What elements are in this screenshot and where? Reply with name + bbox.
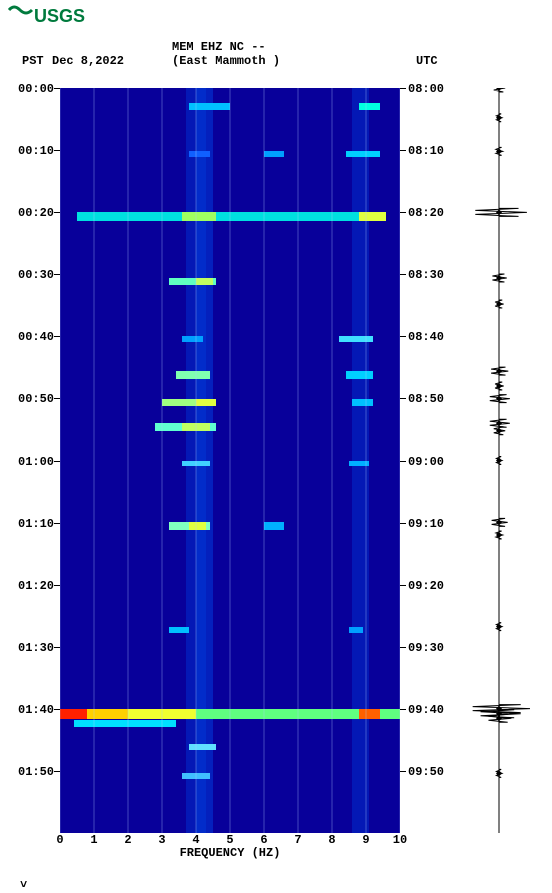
timezone-right-label: UTC xyxy=(416,54,438,68)
time-label-pst: 01:10 xyxy=(18,517,206,531)
usgs-logo: USGS xyxy=(8,4,88,26)
freq-tick-label: 7 xyxy=(294,833,301,847)
freq-tick-label: 0 xyxy=(56,833,63,847)
freq-tick-label: 10 xyxy=(393,833,407,847)
time-label-pst: 00:20 xyxy=(18,206,206,220)
freq-tick-label: 3 xyxy=(158,833,165,847)
freq-tick-label: 5 xyxy=(226,833,233,847)
time-label-pst: 01:50 xyxy=(18,765,206,779)
freq-tick-label: 8 xyxy=(328,833,335,847)
freq-tick-label: 9 xyxy=(362,833,369,847)
time-label-pst: 00:10 xyxy=(18,144,206,158)
time-label-pst: 00:30 xyxy=(18,268,206,282)
date-label: Dec 8,2022 xyxy=(52,54,124,68)
time-label-pst: 00:50 xyxy=(18,392,206,406)
station-name-label: (East Mammoth ) xyxy=(172,54,280,68)
time-label-pst: 01:40 xyxy=(18,703,206,717)
time-label-utc: 08:40 xyxy=(408,330,444,344)
time-label-utc: 09:00 xyxy=(408,455,444,469)
freq-tick-label: 4 xyxy=(192,833,199,847)
time-label-utc: 08:20 xyxy=(408,206,444,220)
time-label-utc: 09:50 xyxy=(408,765,444,779)
freq-tick-label: 6 xyxy=(260,833,267,847)
seismogram-trace xyxy=(468,88,530,833)
freq-tick-label: 2 xyxy=(124,833,131,847)
caret-mark: ˅ xyxy=(20,878,27,892)
time-label-utc: 08:00 xyxy=(408,82,444,96)
svg-text:USGS: USGS xyxy=(34,6,85,26)
time-label-utc: 08:10 xyxy=(408,144,444,158)
station-code-label: MEM EHZ NC -- xyxy=(172,40,266,54)
time-label-utc: 09:20 xyxy=(408,579,444,593)
time-label-utc: 08:50 xyxy=(408,392,444,406)
time-label-pst: 00:40 xyxy=(18,330,206,344)
time-label-pst: 01:20 xyxy=(18,579,206,593)
time-label-pst: 01:30 xyxy=(18,641,206,655)
time-label-pst: 01:00 xyxy=(18,455,206,469)
time-label-utc: 09:40 xyxy=(408,703,444,717)
time-label-pst: 00:00 xyxy=(18,82,206,96)
x-axis-label: FREQUENCY (HZ) xyxy=(60,846,400,860)
time-label-utc: 09:30 xyxy=(408,641,444,655)
time-label-utc: 09:10 xyxy=(408,517,444,531)
timezone-left-label: PST xyxy=(22,54,44,68)
time-label-utc: 08:30 xyxy=(408,268,444,282)
freq-tick-label: 1 xyxy=(90,833,97,847)
